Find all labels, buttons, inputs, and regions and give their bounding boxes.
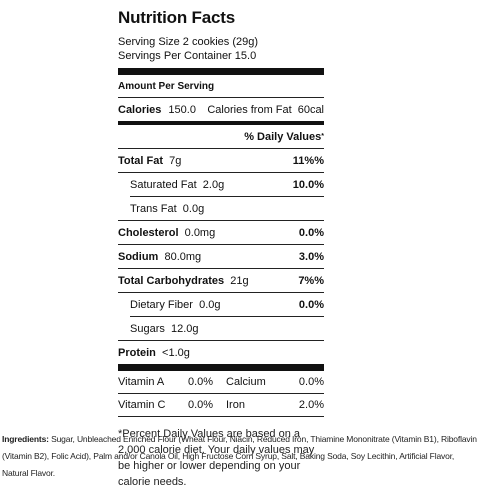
divider [118,416,324,417]
nutrient-dv: 3.0% [298,250,324,263]
nutrient-dv: 11%% [292,154,324,167]
label-title: Nutrition Facts [118,8,235,27]
divider [118,393,324,394]
calories-label: Calories [118,103,162,116]
calories-from-fat-label: Calories from Fat [207,103,292,116]
calories-value: 150.0 [168,103,196,116]
nutrient-name: Total Fat [118,154,164,167]
nutrient-dv: 7%% [298,274,324,287]
ingredients-label: Ingredients: [2,434,49,444]
mineral-value: 0.0% [298,376,324,388]
daily-values-star: * [321,133,324,140]
daily-values-header-row: % Daily Values * [118,125,324,148]
nutrient-row-dietary-fiber: Dietary Fiber 0.0g 0.0% [118,293,324,316]
nutrient-name: Dietary Fiber [130,298,193,311]
nutrient-row-total-fat: Total Fat 7g 11%% [118,149,324,172]
vitamin-value: 0.0% [188,376,214,388]
divider [130,316,324,317]
nutrient-amount: 2.0g [202,178,225,191]
mineral-name: Calcium [226,376,266,388]
servings-per-container: Servings Per Container 15.0 [118,50,257,62]
nutrient-dv: 10.0% [292,178,324,191]
amount-per-serving: Amount Per Serving [118,80,215,92]
nutrient-amount: 7g [169,154,182,167]
nutrient-row-protein: Protein <1.0g [118,341,324,364]
nutrient-row-sugars: Sugars 12.0g [118,317,324,340]
daily-values-header: % Daily Values [244,130,322,143]
nutrient-row-cholesterol: Cholesterol 0.0mg 0.0% [118,221,324,244]
calories-from-fat-value: 60cal [297,103,324,116]
thick-divider [118,68,324,75]
divider [118,292,324,293]
ingredients-text: Sugar, Unbleached Enriched Flour (Wheat … [2,434,477,478]
medium-divider [118,121,324,125]
divider [130,196,324,197]
nutrient-name: Trans Fat [130,202,177,215]
vitamin-row: Vitamin C 0.0% Iron 2.0% [118,394,324,416]
nutrient-amount: 80.0mg [164,250,202,263]
nutrient-amount: 0.0mg [184,226,216,239]
nutrient-dv: 0.0% [298,298,324,311]
nutrient-amount: <1.0g [162,346,190,359]
nutrient-row-sodium: Sodium 80.0mg 3.0% [118,245,324,268]
nutrition-label: Nutrition Facts Serving Size 2 cookies (… [118,0,324,490]
nutrient-name: Cholesterol [118,226,179,239]
serving-size: Serving Size 2 cookies (29g) [118,36,259,48]
nutrient-name: Sodium [118,250,159,263]
nutrient-name: Protein [118,346,156,359]
divider [118,340,324,341]
mineral-name: Iron [226,399,245,411]
vitamin-value: 0.0% [188,399,214,411]
divider [118,172,324,173]
mineral-value: 2.0% [298,399,324,411]
nutrient-name: Saturated Fat [130,178,197,191]
divider [118,97,324,98]
divider [118,244,324,245]
nutrient-name: Sugars [130,322,165,335]
nutrient-amount: 21g [230,274,249,287]
thick-divider [118,364,324,371]
vitamin-name: Vitamin A [118,376,165,388]
nutrient-row-total-carbohydrates: Total Carbohydrates 21g 7%% [118,269,324,292]
ingredients-statement: Ingredients: Sugar, Unbleached Enriched … [2,431,478,482]
vitamin-row: Vitamin A 0.0% Calcium 0.0% [118,371,324,393]
divider [118,148,324,149]
calories-row: Calories 150.0 Calories from Fat 60cal [118,98,324,121]
nutrient-row-saturated-fat: Saturated Fat 2.0g 10.0% [118,173,324,196]
divider [118,220,324,221]
nutrient-name: Total Carbohydrates [118,274,225,287]
divider [118,268,324,269]
vitamin-name: Vitamin C [118,399,166,411]
nutrient-row-trans-fat: Trans Fat 0.0g [118,197,324,220]
nutrient-dv: 0.0% [298,226,324,239]
nutrient-amount: 0.0g [199,298,221,311]
nutrient-amount: 0.0g [182,202,205,215]
nutrient-amount: 12.0g [170,322,199,335]
